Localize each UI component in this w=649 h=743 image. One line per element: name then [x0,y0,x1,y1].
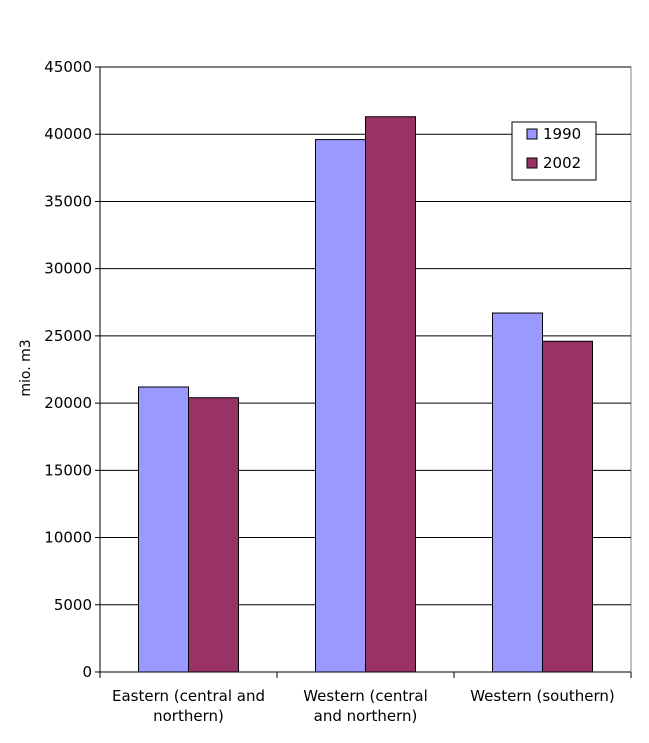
axes [95,66,632,678]
y-tick-label: 20000 [44,394,92,412]
x-tick-label: Eastern (central and northern) [112,687,265,725]
y-tick-label: 45000 [44,58,92,76]
bar-2002-2 [542,340,593,673]
legend-swatch-2002 [526,157,538,169]
y-tick-label: 35000 [44,192,92,210]
legend-label-2002: 2002 [543,154,581,172]
bar-1990-0 [138,386,189,673]
x-tick-label: Western (southern) [470,687,615,705]
y-tick-label: 10000 [44,529,92,547]
y-tick-labels: 0 5000 10000 15000 20000 25000 30000 35000 40000… [44,58,92,681]
x-tick-label: Western (central and northern) [303,687,428,725]
legend-box [511,121,597,181]
legend-swatch-1990 [526,128,538,140]
legend: 1990 2002 [511,121,597,181]
y-tick-label: 0 [82,663,92,681]
legend-label-1990: 1990 [543,125,581,143]
y-tick-label: 15000 [44,461,92,479]
bars [138,116,593,673]
bar-1990-1 [315,139,366,673]
bar-1990-2 [492,312,543,673]
y-tick-label: 5000 [54,596,92,614]
y-tick-label: 25000 [44,327,92,345]
y-tick-label: 40000 [44,125,92,143]
y-tick-label: 30000 [44,260,92,278]
y-axis-title: mio. m3 [18,339,34,396]
bar-2002-1 [365,116,416,673]
x-tick-labels: Eastern (central and northern) Western (ce… [112,687,615,725]
bar-2002-0 [188,397,239,673]
